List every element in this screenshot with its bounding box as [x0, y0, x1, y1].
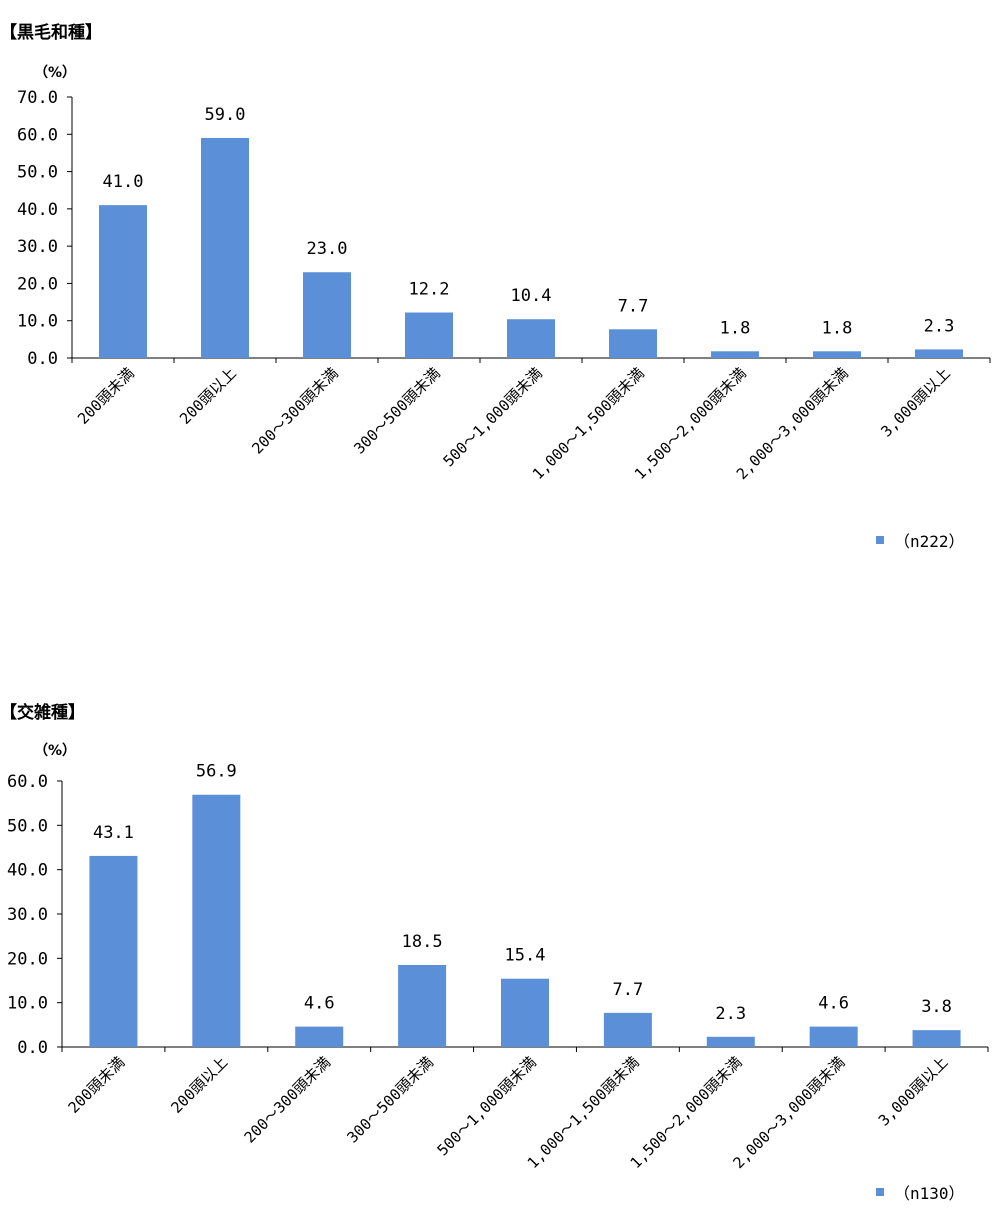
x-tick-label: 1,000～1,500頭未満	[524, 1053, 643, 1172]
x-tick-label: 200～300頭未満	[248, 364, 341, 457]
bar	[99, 205, 147, 358]
x-tick-label: 1,500～2,000頭未満	[631, 364, 750, 483]
data-label: 4.6	[818, 994, 849, 1014]
y-tick-label: 10.0	[17, 312, 58, 332]
bar	[295, 1026, 344, 1047]
data-label: 1.8	[822, 318, 853, 338]
bar	[192, 794, 241, 1047]
bar-chart-wagyu: 0.0 10.0 20.0 30.0 40.0 50.0 60.0 70.0 41.0 200頭未…	[17, 88, 991, 483]
chart-panel-crossbred: 【交雑種】 （%） 0.0 10.0 20.0 30.0 40.0 50.0 60.0 43.…	[0, 680, 992, 1218]
x-tick-label: 1,500～2,000頭未満	[627, 1053, 746, 1172]
chart-title: 【交雑種】	[0, 703, 85, 723]
legend-label: （n130）	[894, 1184, 965, 1203]
chart-title: 【黒毛和種】	[0, 23, 102, 43]
x-tick-label: 1,000～1,500頭未満	[529, 364, 648, 483]
data-label: 3.8	[921, 997, 952, 1017]
data-label: 2.3	[715, 1004, 746, 1024]
x-tick-label: 300～500頭未満	[350, 364, 443, 457]
y-tick-label: 20.0	[17, 274, 58, 294]
y-tick-label: 60.0	[17, 125, 58, 145]
legend-swatch	[876, 1188, 884, 1196]
bar	[915, 349, 963, 358]
legend: （n222）	[876, 528, 965, 552]
data-label: 7.7	[618, 296, 649, 316]
data-label: 18.5	[402, 932, 443, 952]
bar	[603, 1012, 652, 1047]
y-tick-label: 10.0	[7, 994, 48, 1014]
y-unit-label: （%）	[34, 743, 77, 759]
x-tick-label: 500～1,000頭未満	[440, 364, 546, 470]
bar	[398, 964, 447, 1047]
data-label: 7.7	[613, 980, 644, 1000]
y-tick-label: 70.0	[17, 88, 58, 108]
x-tick-label: 2,000～3,000頭未満	[733, 364, 852, 483]
bar	[201, 138, 249, 358]
bar	[501, 978, 549, 1047]
data-label: 59.0	[205, 105, 246, 125]
y-tick-label: 30.0	[7, 905, 48, 925]
legend-label: （n222）	[894, 532, 965, 551]
data-label: 2.3	[924, 316, 955, 336]
data-label: 56.9	[196, 762, 237, 782]
y-tick-label: 20.0	[7, 949, 48, 969]
data-label: 23.0	[307, 239, 348, 259]
data-label: 1.8	[720, 318, 751, 338]
data-label: 41.0	[103, 172, 144, 192]
y-tick-label: 50.0	[7, 816, 48, 836]
x-tick-label: 200～300頭未満	[241, 1053, 334, 1146]
x-tick-label: 200頭以上	[167, 1053, 231, 1117]
bar	[809, 1026, 858, 1047]
x-tick-label: 2,000～3,000頭未満	[729, 1053, 848, 1172]
bar	[303, 272, 351, 358]
bar	[706, 1036, 755, 1047]
bar	[813, 351, 861, 358]
y-tick-label: 50.0	[17, 163, 58, 183]
x-tick-label: 3,000頭以上	[875, 1053, 951, 1129]
x-tick-label: 200頭未満	[65, 1053, 129, 1117]
bar	[89, 855, 138, 1047]
legend-swatch	[876, 536, 884, 544]
data-label: 43.1	[93, 823, 134, 843]
bar	[912, 1030, 961, 1047]
data-label: 15.4	[505, 946, 546, 966]
bar	[609, 329, 657, 358]
x-tick-label: 300～500頭未満	[343, 1053, 436, 1146]
y-unit-label: （%）	[34, 65, 77, 81]
y-tick-label: 0.0	[27, 349, 58, 369]
x-tick-label: 3,000頭以上	[877, 364, 953, 440]
y-tick-label: 0.0	[17, 1038, 48, 1058]
x-tick-label: 200頭以上	[176, 364, 240, 428]
chart-panel-wagyu: 【黒毛和種】 （%） 0.0 10.0 20.0 30.0 40.0 50.0 60.0 70…	[0, 0, 992, 600]
y-tick-label: 30.0	[17, 237, 58, 257]
bar-chart-crossbred: 0.0 10.0 20.0 30.0 40.0 50.0 60.0 43.1 200頭未満 56.…	[7, 762, 989, 1172]
data-label: 10.4	[511, 286, 552, 306]
data-label: 4.6	[304, 994, 335, 1014]
data-label: 12.2	[409, 280, 450, 300]
x-tick-label: 200頭未満	[74, 364, 138, 428]
x-tick-label: 500～1,000頭未満	[434, 1053, 540, 1159]
bar	[507, 319, 555, 358]
bar	[711, 351, 759, 358]
y-tick-label: 40.0	[17, 200, 58, 220]
legend: （n130）	[876, 1180, 965, 1204]
y-tick-label: 60.0	[7, 772, 48, 792]
y-tick-label: 40.0	[7, 861, 48, 881]
bar	[405, 312, 453, 358]
